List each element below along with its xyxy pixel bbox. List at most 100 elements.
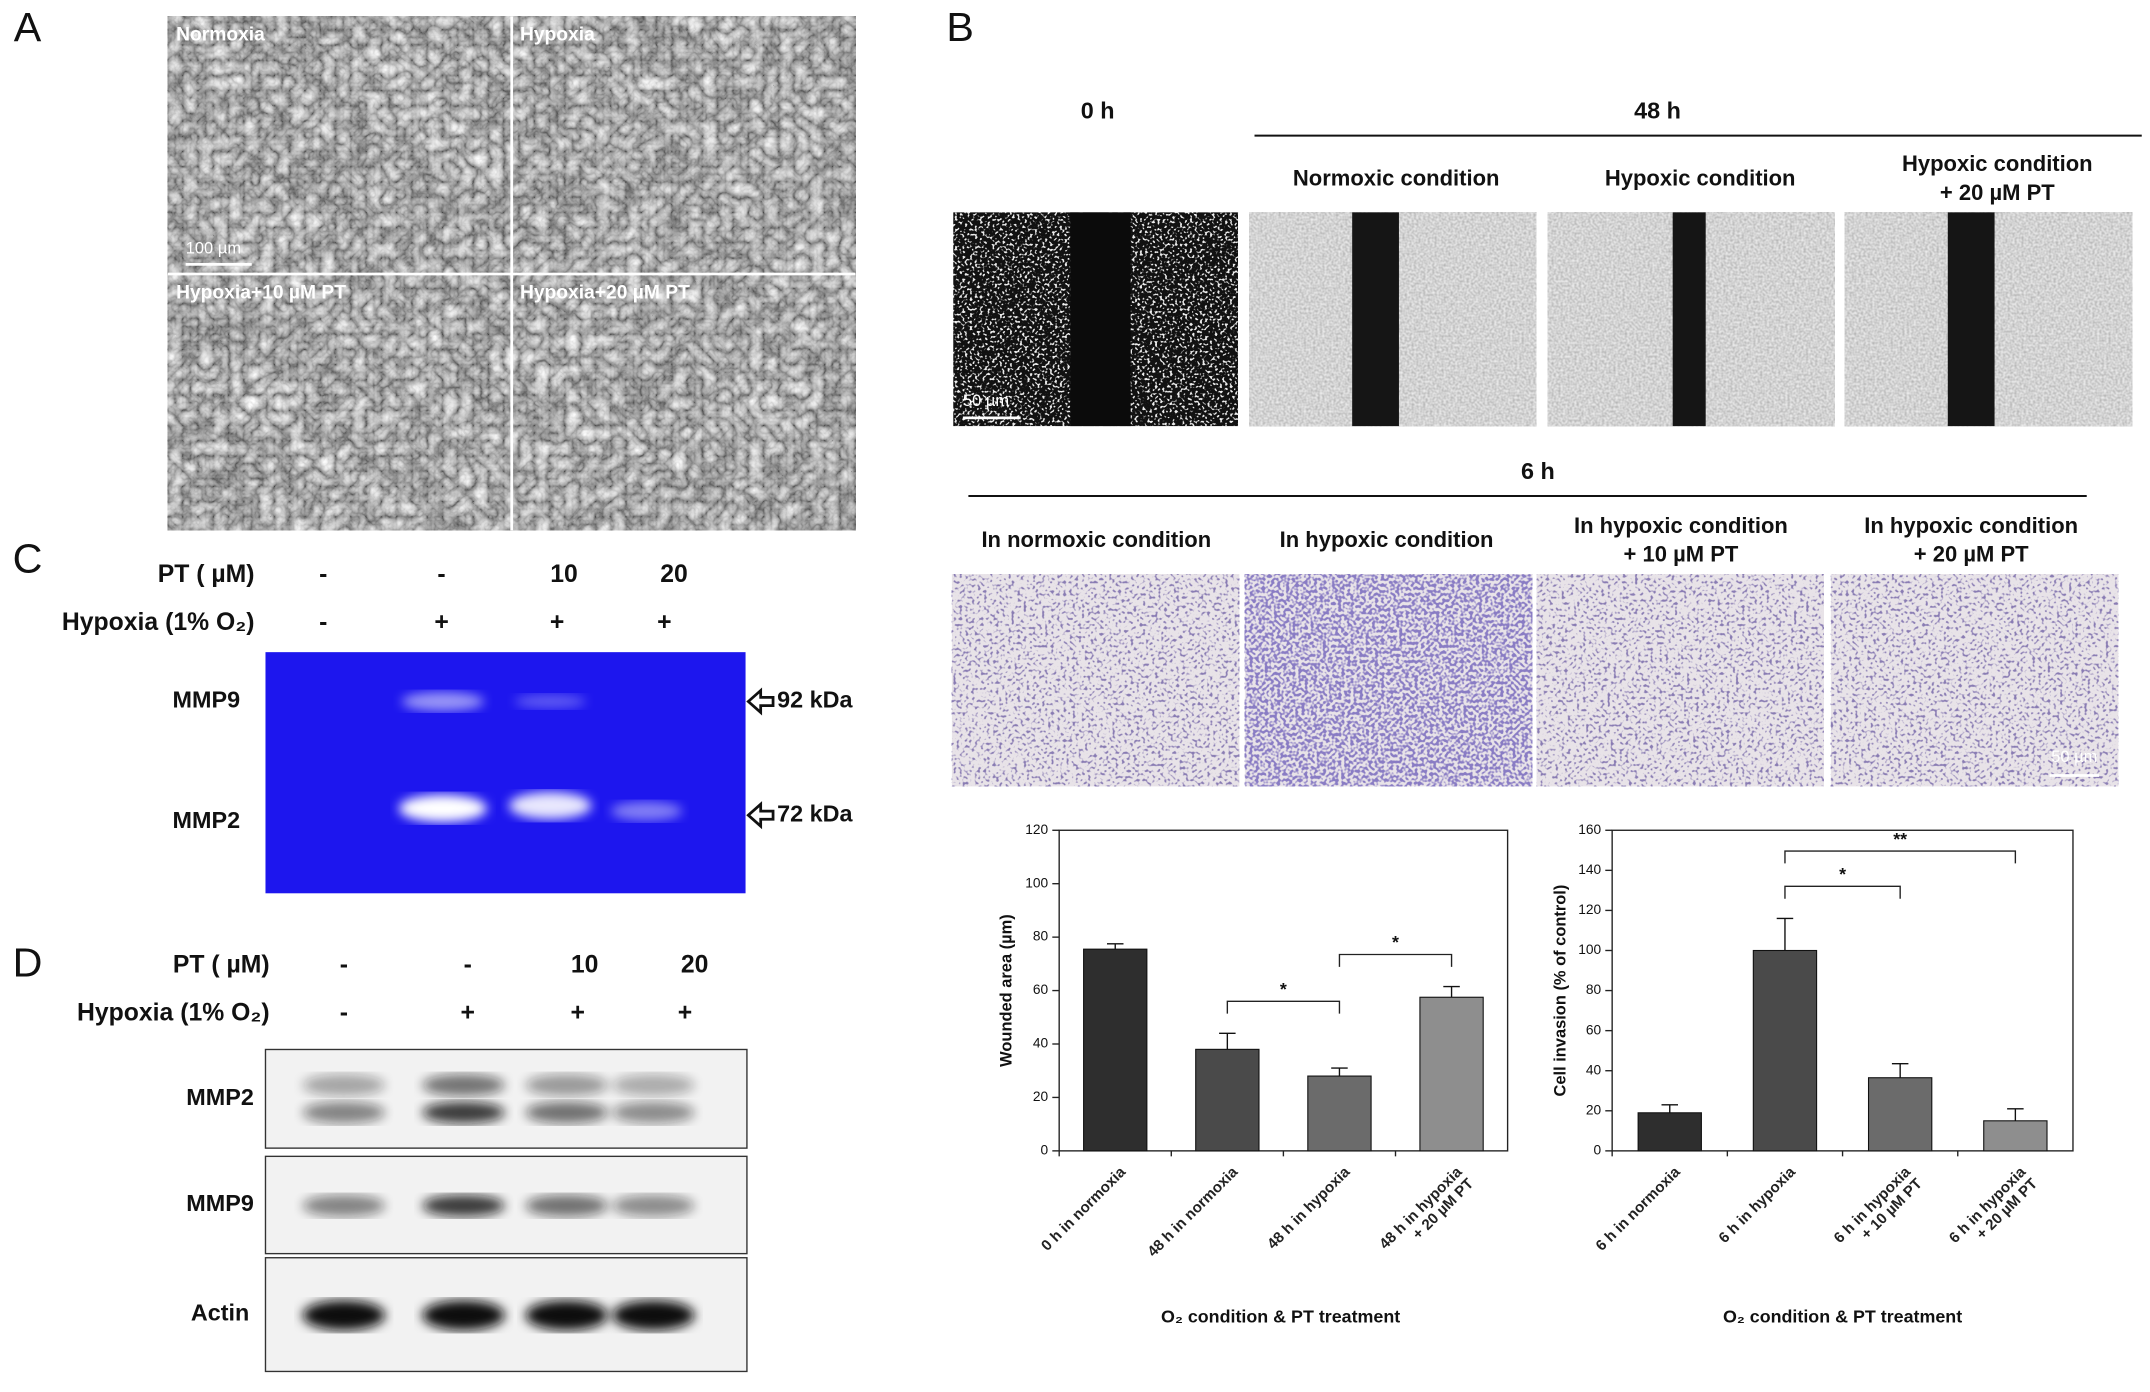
blot-band [302, 1101, 386, 1124]
significance-bracket [1226, 1000, 1341, 1014]
gel-band [401, 691, 485, 712]
label-line: In hypoxic condition [1574, 513, 1788, 538]
label-line: 48 h in hypoxia [1264, 1163, 1354, 1252]
y-tick-label: 140 [1578, 862, 1601, 877]
error-bar [1443, 985, 1460, 998]
bar [1419, 996, 1484, 1152]
label-line: + 20 µM PT [1940, 180, 2055, 205]
blot-band [422, 1074, 505, 1097]
x-tick-label: 0 h in normoxia [1038, 1163, 1130, 1254]
y-tick-label: 100 [1578, 942, 1601, 957]
x-tick-label: 6 h in hypoxia+ 20 µM PT [1946, 1163, 2042, 1258]
time-label: 48 h [1634, 98, 1681, 124]
blot-band [302, 1194, 386, 1217]
y-axis-label: Cell invasion (% of control) [1552, 885, 1570, 1097]
invasion-image-texture [1536, 574, 1824, 787]
bar [1983, 1120, 2048, 1152]
label-line: Hypoxic condition [1605, 165, 1796, 190]
gel [265, 652, 746, 894]
time-label: 6 h [1521, 458, 1555, 484]
blot-label: Actin [191, 1300, 249, 1326]
panel-label: A [14, 4, 42, 50]
label-line: 0 h in normoxia [1038, 1163, 1130, 1254]
gel-band [610, 801, 683, 821]
blot [264, 1048, 748, 1149]
significance-label: ** [1893, 829, 1907, 849]
condition-label: Hypoxic condition [1605, 165, 1796, 190]
y-tick-label: 100 [1025, 875, 1048, 890]
marker-arrow [746, 801, 775, 830]
y-tick-label: 20 [1586, 1102, 1602, 1117]
label-line: Normoxic condition [1293, 165, 1500, 190]
condition-cell: 10 [571, 951, 599, 978]
label-line: In hypoxic condition [1864, 513, 2078, 538]
scale-bar-label: 50 µm [963, 392, 1009, 410]
gel-band [508, 791, 592, 820]
wound-gap [1947, 212, 1995, 427]
condition-cell: - [340, 951, 348, 978]
condition-cell: - [319, 561, 327, 588]
y-tick-label: 0 [1593, 1143, 1601, 1158]
condition-cell: - [464, 951, 472, 978]
error-bar [1891, 1063, 1909, 1078]
blot-band [302, 1074, 386, 1097]
label-line: Hypoxic condition [1902, 151, 2093, 176]
marker-label: 72 kDa [777, 800, 853, 826]
y-tick-label: 60 [1033, 982, 1049, 997]
blot-band [525, 1074, 608, 1097]
y-tick-label: 40 [1033, 1036, 1049, 1051]
bar [1083, 948, 1148, 1152]
panel-label: B [946, 4, 974, 50]
error-bar [2007, 1108, 2024, 1121]
blot-band [422, 1101, 505, 1124]
label-line: + 20 µM PT [1914, 541, 2029, 566]
y-tick-label: 120 [1578, 902, 1601, 917]
y-tick-label: 0 [1041, 1143, 1049, 1158]
blot-band [612, 1194, 695, 1217]
condition-cell: 20 [660, 561, 688, 588]
image-label: Hypoxia+20 µM PT [520, 282, 690, 303]
row-label: Hypoxia (1% O₂) [62, 609, 255, 636]
blot-label: MMP9 [186, 1190, 254, 1216]
image-label: Normoxia [176, 25, 265, 46]
y-tick-label: 160 [1578, 822, 1601, 837]
condition-label: Hypoxic condition + 20 µM PT [1902, 151, 2093, 205]
x-tick-label: 48 h in hypoxia [1264, 1163, 1354, 1252]
blot-band [525, 1194, 608, 1217]
y-tick-label: 40 [1586, 1062, 1602, 1077]
blot-band [612, 1101, 695, 1124]
significance-label: * [1839, 864, 1846, 884]
condition-cell: + [678, 999, 692, 1026]
panel-label: D [13, 940, 43, 986]
invasion-image-texture [1244, 574, 1533, 787]
image-label: Hypoxia+10 µM PT [176, 282, 346, 303]
x-tick-label: 6 h in hypoxia+ 10 µM PT [1831, 1163, 1927, 1258]
blot-band [612, 1074, 695, 1097]
gel-band [398, 794, 487, 823]
condition-label: Normoxic condition [1293, 165, 1500, 190]
scale-bar-label: 50 µm [2051, 748, 2097, 766]
row-label: Hypoxia (1% O₂) [77, 999, 270, 1026]
error-bar [1331, 1067, 1348, 1077]
condition-cell: + [434, 609, 448, 636]
error-bar [1661, 1104, 1679, 1113]
x-axis-label: O₂ condition & PT treatment [1161, 1307, 1400, 1327]
blot-band [612, 1300, 695, 1331]
condition-cell: + [460, 999, 474, 1026]
error-bar [1106, 943, 1124, 950]
bar [1752, 949, 1818, 1152]
x-tick-label: 6 h in hypoxia [1716, 1163, 1800, 1246]
condition-cell: 10 [550, 561, 578, 588]
significance-bracket [1338, 953, 1453, 967]
band-label: MMP9 [173, 687, 241, 713]
condition-cell: - [319, 609, 327, 636]
scale-bar-label: 100 µm [186, 240, 241, 258]
y-tick-label: 80 [1586, 982, 1602, 997]
condition-cell: 20 [681, 951, 709, 978]
y-tick-label: 120 [1025, 822, 1048, 837]
wound-gap [1352, 212, 1399, 427]
x-tick-label: 48 h in normoxia [1144, 1163, 1241, 1260]
blot-band [422, 1194, 505, 1217]
